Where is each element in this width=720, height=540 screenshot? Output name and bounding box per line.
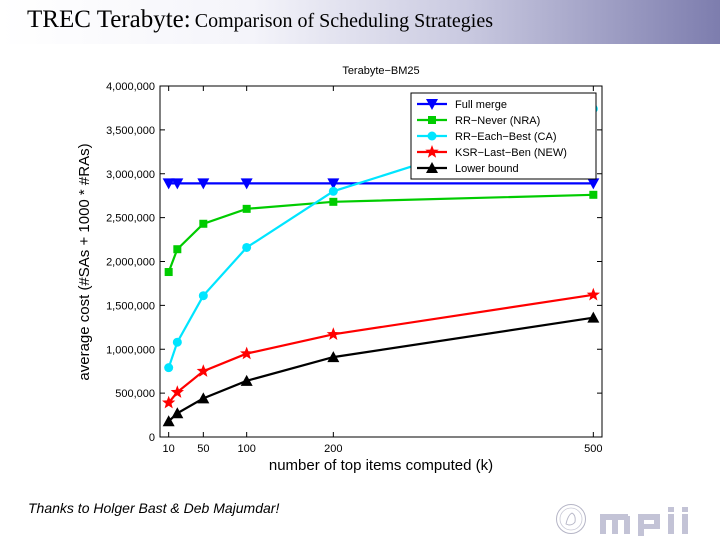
legend-label-ksr-last-ben-new: KSR−Last−Ben (NEW) — [455, 147, 567, 159]
y-axis-label: average cost (#SAs + 1000 * #RAs) — [76, 143, 93, 380]
series-lower-bound — [162, 311, 600, 427]
data-point-rr-each-best-ca — [328, 186, 338, 196]
y-tick-label: 3,500,000 — [106, 125, 155, 137]
credit-text: Thanks to Holger Bast & Deb Majumdar! — [28, 500, 280, 516]
y-tick-label: 2,500,000 — [106, 213, 155, 225]
x-axis-label: number of top items computed (k) — [269, 457, 493, 474]
data-point-ksr-last-ben-new — [586, 287, 600, 301]
data-point-rr-never-nra — [164, 268, 173, 277]
series-ksr-last-ben-new — [162, 287, 600, 409]
data-point-rr-never-nra — [242, 204, 251, 213]
data-point-rr-each-best-ca — [164, 363, 174, 373]
legend-label-rr-each-best-ca: RR−Each−Best (CA) — [455, 131, 556, 143]
data-point-rr-each-best-ca — [242, 242, 252, 252]
legend-item-full-merge: Full merge — [417, 99, 507, 111]
data-point-lower-bound — [587, 311, 600, 323]
chart-legend: Full merge RR−Never (NRA) RR−Each−Best (CA… — [410, 92, 597, 180]
data-point-lower-bound — [171, 407, 184, 419]
series-full-merge — [162, 178, 600, 190]
data-point-full-merge — [171, 178, 184, 190]
data-point-full-merge — [587, 178, 600, 190]
chart-title: Terabyte−BM25 — [342, 65, 419, 77]
y-tick-label: 2,000,000 — [106, 257, 155, 269]
data-point-rr-never-nra — [173, 245, 182, 254]
legend-item-lower-bound: Lower bound — [417, 162, 519, 175]
data-point-lower-bound — [197, 392, 210, 404]
y-tick-label: 4,000,000 — [106, 81, 155, 93]
legend-label-lower-bound: Lower bound — [455, 163, 519, 175]
y-tick-label: 1,000,000 — [106, 344, 155, 356]
data-point-full-merge — [327, 178, 340, 190]
y-tick-label: 500,000 — [115, 388, 155, 400]
slide-title-main: TREC Terabyte: — [27, 6, 191, 33]
legend-label-full-merge: Full merge — [455, 99, 507, 111]
data-point-ksr-last-ben-new — [326, 327, 340, 340]
data-point-lower-bound — [162, 415, 175, 427]
series-rr-never-nra — [164, 190, 598, 277]
data-point-ksr-last-ben-new — [240, 346, 254, 360]
slide-title-sub: Comparison of Scheduling Strategies — [194, 10, 494, 32]
data-point-full-merge — [240, 178, 253, 190]
chart-data-layer — [162, 104, 600, 427]
legend-item-rr-never-nra: RR−Never (NRA) — [417, 115, 540, 127]
legend-marker-full-merge — [426, 99, 438, 110]
legend-marker-rr-each-best-ca — [427, 131, 437, 141]
x-tick-label: 10 — [163, 443, 175, 455]
data-point-full-merge — [197, 178, 210, 190]
data-point-ksr-last-ben-new — [170, 385, 184, 398]
mpii-logo — [600, 507, 688, 536]
legend-label-rr-never-nra: RR−Never (NRA) — [455, 115, 540, 127]
y-tick-label: 0 — [149, 432, 155, 444]
data-point-rr-each-best-ca — [172, 337, 182, 347]
title-bar — [0, 0, 720, 44]
data-point-rr-never-nra — [329, 197, 338, 206]
data-point-lower-bound — [327, 351, 340, 363]
data-point-full-merge — [162, 178, 175, 190]
x-tick-label: 100 — [237, 443, 255, 455]
chart-axis-layer: 0 500,000 1,000,000 1,500,000 2,000,000 2,500… — [106, 81, 602, 455]
legend-marker-rr-never-nra — [428, 116, 436, 124]
data-point-ksr-last-ben-new — [196, 364, 210, 377]
x-tick-label: 50 — [197, 443, 209, 455]
y-tick-label: 1,500,000 — [106, 300, 155, 312]
legend-item-rr-each-best-ca: RR−Each−Best (CA) — [417, 131, 556, 143]
data-point-lower-bound — [240, 374, 253, 386]
x-tick-label: 200 — [324, 443, 342, 455]
chart: 0 500,000 1,000,000 1,500,000 2,000,000 2,500… — [76, 65, 603, 474]
slide-title: TREC Terabyte: Comparison of Scheduling … — [27, 6, 493, 34]
data-point-rr-never-nra — [199, 219, 208, 228]
x-tick-label: 500 — [584, 443, 602, 455]
data-point-ksr-last-ben-new — [162, 395, 176, 409]
data-point-rr-never-nra — [589, 190, 598, 199]
legend-item-ksr-last-ben-new: KSR−Last−Ben (NEW) — [417, 145, 567, 159]
data-point-rr-each-best-ca — [198, 291, 208, 301]
legend-marker-ksr-last-ben-new — [425, 145, 439, 158]
y-tick-label: 3,000,000 — [106, 169, 155, 181]
legend-marker-lower-bound — [426, 162, 438, 173]
institute-seal-icon — [556, 504, 586, 534]
